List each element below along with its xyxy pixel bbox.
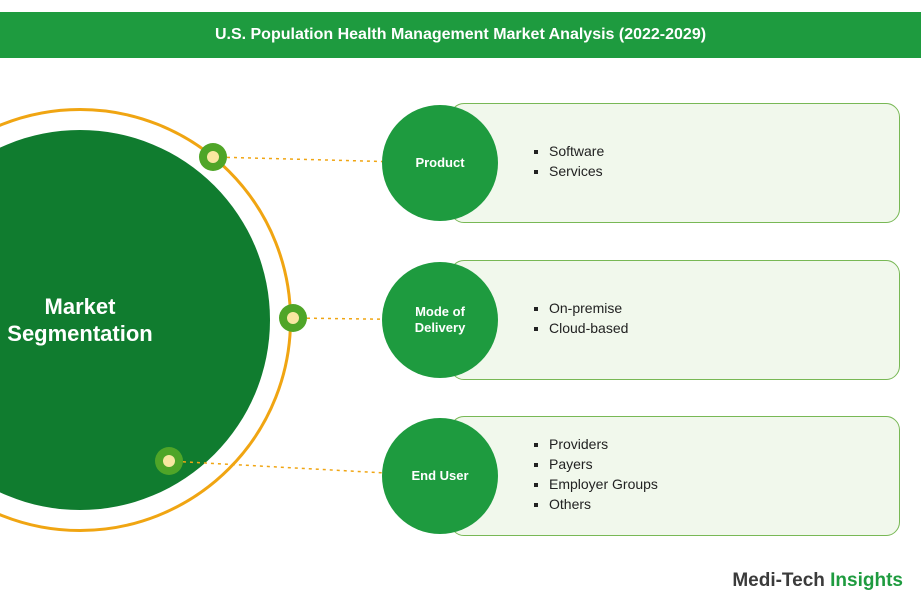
category-label: Mode ofDelivery <box>415 304 466 335</box>
list-item: On-premise <box>549 300 879 316</box>
category-label: Product <box>415 155 464 171</box>
panel-product-list: Software Services <box>549 143 879 183</box>
panel-enduser-list: Providers Payers Employer Groups Others <box>549 436 879 516</box>
list-item: Payers <box>549 456 879 472</box>
ring-node-2 <box>279 304 307 332</box>
panel-product: Software Services <box>450 103 900 223</box>
brand-prefix: Medi-Tech <box>732 570 830 591</box>
brand-logo: Medi-Tech Insights <box>732 570 903 592</box>
category-label: End User <box>411 468 468 484</box>
list-item: Others <box>549 496 879 512</box>
panel-enduser: Providers Payers Employer Groups Others <box>450 416 900 536</box>
list-item: Cloud-based <box>549 320 879 336</box>
list-item: Services <box>549 163 879 179</box>
center-label: MarketSegmentation <box>7 293 152 348</box>
panel-delivery: On-premise Cloud-based <box>450 260 900 380</box>
brand-suffix: Insights <box>830 570 903 591</box>
ring-node-3 <box>155 447 183 475</box>
title-banner: U.S. Population Health Management Market… <box>0 12 921 58</box>
category-circle-delivery: Mode ofDelivery <box>382 262 498 378</box>
list-item: Providers <box>549 436 879 452</box>
list-item: Employer Groups <box>549 476 879 492</box>
list-item: Software <box>549 143 879 159</box>
category-circle-enduser: End User <box>382 418 498 534</box>
ring-node-1 <box>199 143 227 171</box>
category-circle-product: Product <box>382 105 498 221</box>
panel-delivery-list: On-premise Cloud-based <box>549 300 879 340</box>
